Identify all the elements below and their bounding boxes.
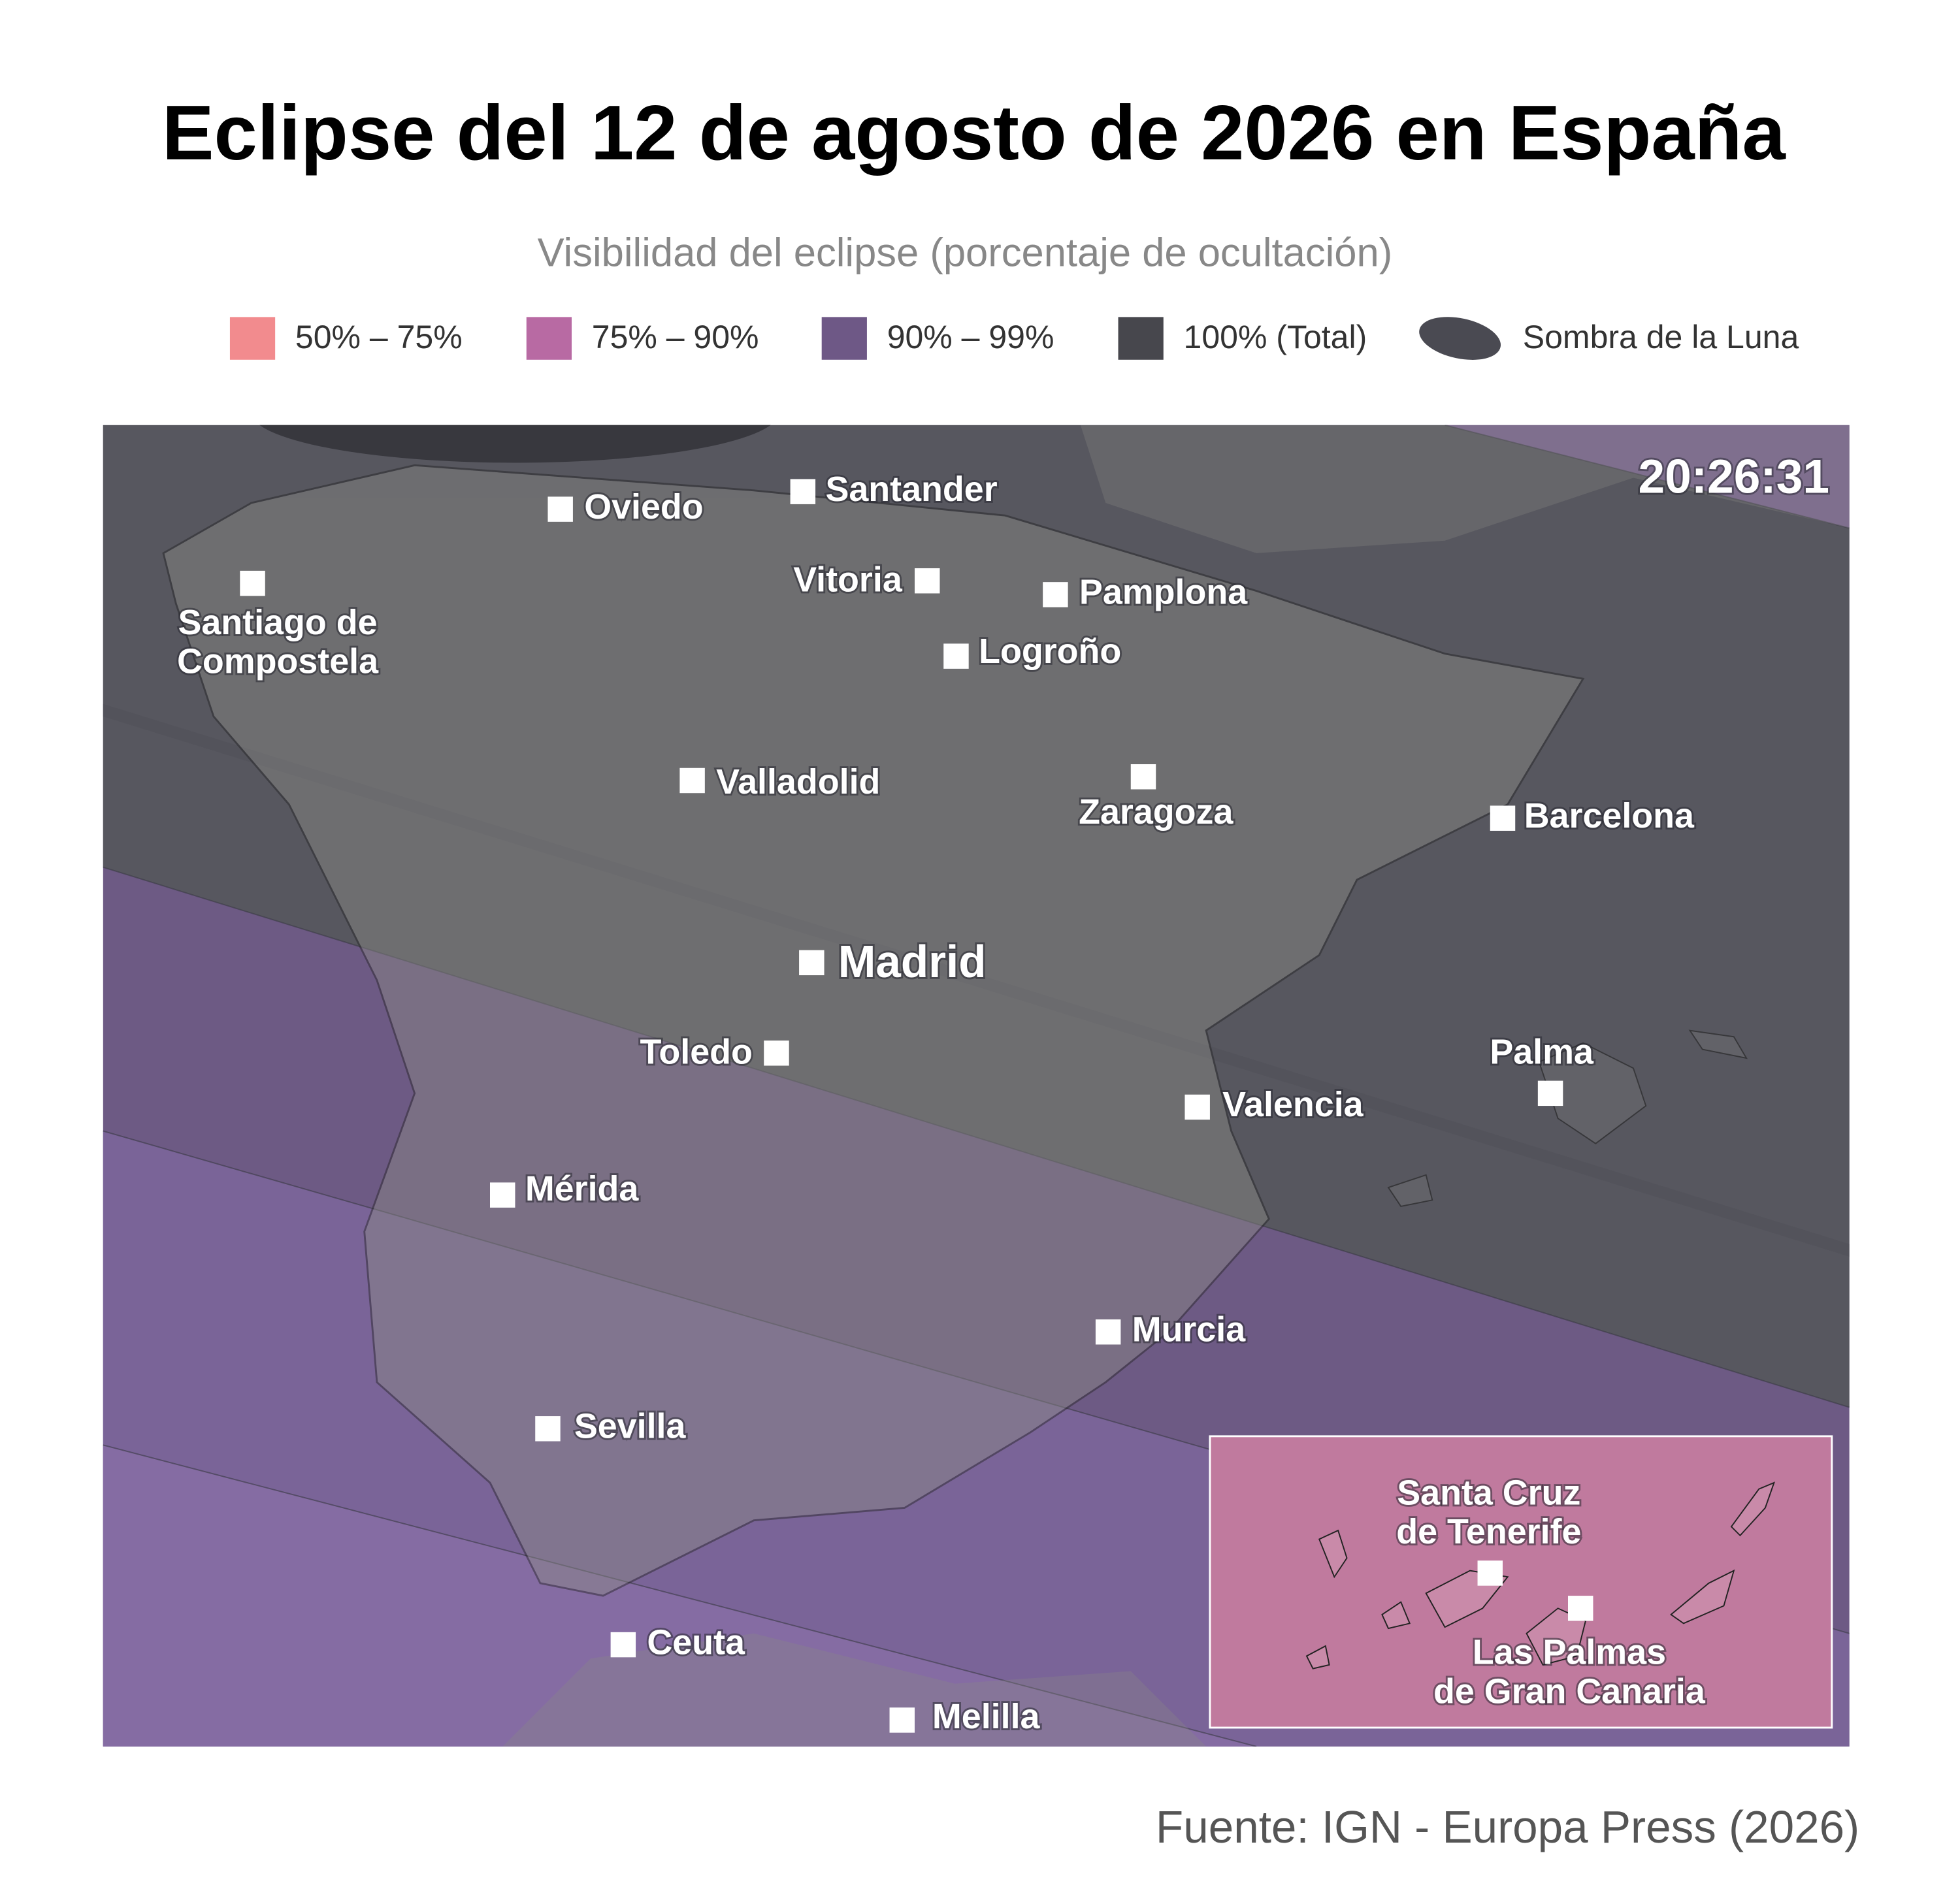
city-label: Sevilla	[574, 1407, 687, 1446]
band-total	[103, 425, 1850, 1408]
city-marker	[1095, 1319, 1121, 1345]
ibiza	[1387, 1174, 1433, 1207]
city-label: Madrid	[838, 936, 987, 987]
title: Eclipse del 12 de agosto de 2026 en Espa…	[162, 89, 1786, 176]
city-label: Valladolid	[716, 762, 880, 801]
city-label: Logroño	[979, 632, 1121, 671]
france	[1080, 425, 1850, 553]
city-label: Compostela	[177, 641, 379, 681]
legend-label: 90% – 99%	[887, 319, 1054, 355]
el-hierro	[1305, 1645, 1330, 1670]
africa	[502, 1633, 1207, 1747]
city-marker	[240, 570, 265, 596]
city-label: Ceuta	[647, 1622, 745, 1662]
city-marker	[1184, 1094, 1210, 1120]
city-marker	[1537, 1080, 1563, 1106]
city-marker	[915, 568, 940, 594]
la-palma	[1318, 1529, 1348, 1579]
city-label: de Tenerife	[1396, 1512, 1581, 1551]
city-label: Pamplona	[1079, 573, 1248, 612]
city-marker	[535, 1416, 561, 1442]
city-label: Melilla	[932, 1697, 1041, 1736]
source: Fuente: IGN - Europa Press (2026)	[1156, 1801, 1859, 1852]
city-marker	[679, 767, 705, 794]
time-label: 20:26:31	[1639, 451, 1829, 504]
legend-label: 50% – 75%	[295, 319, 463, 355]
menorca	[1688, 1029, 1748, 1059]
city-label: Murcia	[1132, 1310, 1247, 1349]
city-marker	[799, 950, 825, 976]
inset	[1209, 1435, 1833, 1729]
city-label: Oviedo	[584, 487, 703, 526]
gran-canaria	[1526, 1607, 1587, 1666]
legend-swatch	[1419, 317, 1501, 360]
legend: 50% – 75% 75% – 90% 90% – 99% 100% (Total) S…	[229, 317, 1799, 360]
city-label: Las Palmas	[1473, 1633, 1666, 1672]
city-label: Toledo	[640, 1032, 753, 1071]
city-marker	[1130, 764, 1156, 790]
legend-label: Sombra de la Luna	[1523, 319, 1799, 355]
city-label: Valencia	[1222, 1085, 1364, 1124]
city-marker	[1490, 805, 1516, 831]
lanzarote	[1730, 1481, 1776, 1537]
city-label: Vitoria	[793, 560, 903, 599]
la-gomera	[1381, 1601, 1411, 1630]
city-marker	[790, 479, 816, 504]
city-marker	[610, 1632, 636, 1658]
peninsula	[162, 464, 1585, 1597]
centre-line	[103, 703, 1850, 1257]
mallorca	[1538, 1042, 1647, 1144]
legend-swatch	[229, 317, 276, 360]
city-marker	[1043, 582, 1068, 607]
city-label: Santiago de	[178, 603, 377, 642]
city-label: Mérida	[525, 1169, 640, 1208]
moon-shadow	[259, 425, 771, 463]
subtitle: Visibilidad del eclipse (porcentaje de o…	[538, 230, 1393, 275]
legend-label: 75% – 90%	[592, 319, 759, 355]
legend-swatch	[1118, 317, 1164, 360]
city-label: Palma	[1490, 1032, 1594, 1071]
city-label: Santander	[825, 470, 997, 509]
city-marker	[764, 1041, 789, 1066]
legend-swatch	[526, 317, 572, 360]
fuerteventura	[1670, 1569, 1735, 1624]
city-label: de Gran Canaria	[1433, 1671, 1706, 1711]
city-label: Zaragoza	[1079, 792, 1233, 831]
city-marker	[547, 496, 573, 522]
city-marker	[1568, 1596, 1593, 1621]
city-marker	[943, 643, 969, 669]
city-label: Barcelona	[1524, 796, 1695, 835]
legend-label: 100% (Total)	[1184, 319, 1367, 355]
city-marker	[1477, 1560, 1503, 1586]
city-marker	[889, 1707, 915, 1733]
city-marker	[490, 1182, 515, 1208]
legend-swatch	[821, 317, 867, 360]
city-label: Santa Cruz	[1397, 1473, 1580, 1512]
